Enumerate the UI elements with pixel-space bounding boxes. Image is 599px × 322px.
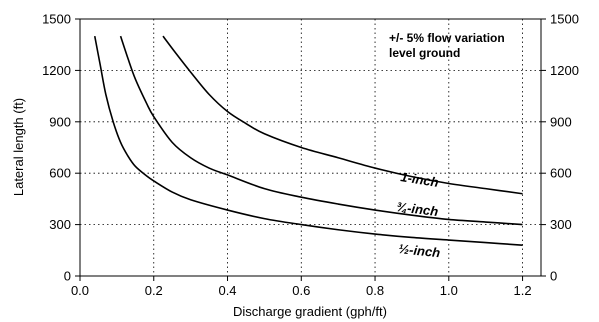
annotation-level-ground: level ground: [389, 46, 460, 60]
x-tick-labels: 0.0 0.2 0.4 0.6 0.8 1.0 1.2: [71, 283, 532, 298]
y-tick-label-right: 600: [550, 166, 572, 181]
y-tick-labels-left: 0 300 600 900 1200 1500: [42, 12, 71, 284]
y-tick-label-left: 1200: [42, 63, 71, 78]
y-tick-label-right: 1500: [550, 12, 579, 27]
x-tick-label: 1.2: [514, 283, 532, 298]
x-tick-label: 0.6: [292, 283, 310, 298]
x-axis-label: Discharge gradient (gph/ft): [233, 304, 387, 319]
y-tick-label-right: 1200: [550, 63, 579, 78]
series-line-0: [162, 35, 523, 195]
x-tick-label: 0.4: [218, 283, 236, 298]
tick-marks: [75, 18, 546, 281]
series-line-2: [93, 35, 523, 246]
series-label-3-4-inch: ¾-inch: [396, 199, 439, 219]
x-tick-label: 0.8: [366, 283, 384, 298]
series-label-1-2-inch: ½-inch: [398, 241, 441, 260]
annotation-flow-variation: +/- 5% flow variation: [389, 31, 505, 45]
x-tick-label: 1.0: [440, 283, 458, 298]
series-line-1: [119, 35, 523, 226]
y-tick-label-left: 300: [49, 217, 71, 232]
gridlines: [80, 19, 541, 276]
plot-frame: [79, 18, 542, 277]
x-tick-label: 0.0: [71, 283, 89, 298]
y-tick-label-right: 0: [550, 269, 557, 284]
x-tick-label: 0.2: [145, 283, 163, 298]
y-tick-label-left: 1500: [42, 12, 71, 27]
y-tick-label-right: 300: [550, 217, 572, 232]
y-tick-labels-right: 0 300 600 900 1200 1500: [550, 12, 579, 284]
y-tick-label-left: 600: [49, 166, 71, 181]
y-tick-label-left: 900: [49, 114, 71, 129]
y-axis-label: Lateral length (ft): [11, 98, 26, 196]
series-curves: [93, 35, 523, 246]
y-tick-label-right: 900: [550, 114, 572, 129]
series-label-1-inch: 1-inch: [400, 169, 440, 190]
y-tick-label-left: 0: [64, 269, 71, 284]
